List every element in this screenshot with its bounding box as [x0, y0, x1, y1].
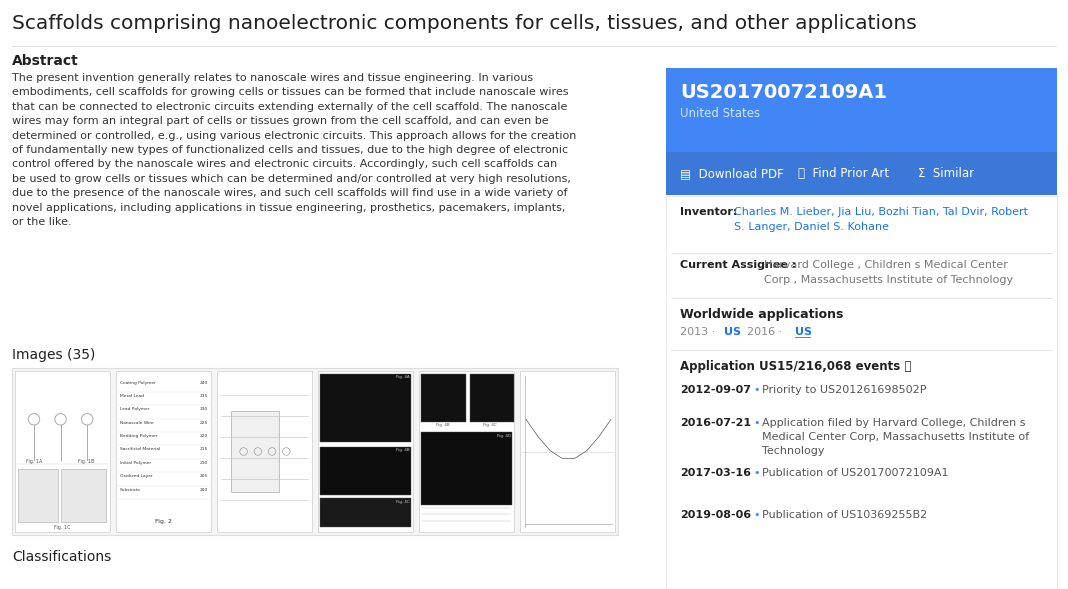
Text: 235: 235	[200, 394, 208, 398]
Text: •: •	[753, 510, 759, 520]
Text: 210: 210	[200, 461, 208, 465]
Text: Fig. 1B: Fig. 1B	[78, 459, 94, 464]
Text: 2017-03-16: 2017-03-16	[680, 468, 751, 478]
Text: Sacrificial Material: Sacrificial Material	[120, 448, 160, 452]
Text: Classifications: Classifications	[12, 550, 111, 564]
Bar	[666, 152, 1057, 195]
Text: Images (35): Images (35)	[12, 348, 95, 362]
Text: 220: 220	[200, 434, 208, 438]
Text: •: •	[753, 418, 759, 428]
Text: United States: United States	[680, 107, 760, 120]
Bar	[419, 371, 514, 532]
Text: Substrate: Substrate	[120, 488, 141, 492]
Text: 2013 ·: 2013 ·	[680, 327, 719, 337]
Text: US20170072109A1: US20170072109A1	[680, 83, 888, 102]
Text: Worldwide applications: Worldwide applications	[680, 308, 844, 321]
Text: 2012-09-07: 2012-09-07	[680, 385, 751, 395]
Text: Metal Lead: Metal Lead	[120, 394, 144, 398]
Text: Fig. 4B: Fig. 4B	[436, 422, 450, 426]
Text: US: US	[795, 327, 812, 337]
Bar	[470, 374, 514, 422]
Text: Publication of US20170072109A1: Publication of US20170072109A1	[761, 468, 948, 478]
Text: Σ  Similar: Σ Similar	[918, 167, 974, 180]
Text: 2019-08-06: 2019-08-06	[680, 510, 751, 520]
Bar	[232, 411, 279, 492]
Text: Fig. 4D: Fig. 4D	[497, 434, 511, 438]
Bar	[15, 371, 110, 532]
Text: Priority to US201261698502P: Priority to US201261698502P	[761, 385, 927, 395]
Text: Oxidized Layer: Oxidized Layer	[120, 474, 153, 478]
Text: Fig. 2: Fig. 2	[155, 519, 172, 524]
Text: US: US	[724, 327, 741, 337]
Text: 2016-07-21: 2016-07-21	[680, 418, 751, 428]
Text: Scaffolds comprising nanoelectronic components for cells, tissues, and other app: Scaffolds comprising nanoelectronic comp…	[12, 14, 916, 33]
Bar	[318, 371, 413, 532]
Text: Harvard College , Children s Medical Center
Corp , Massachusetts Institute of Te: Harvard College , Children s Medical Cen…	[764, 260, 1014, 285]
Bar	[666, 68, 1057, 195]
Text: 2016 ·: 2016 ·	[740, 327, 786, 337]
Text: Nanoscale Wire: Nanoscale Wire	[120, 421, 154, 425]
Bar	[116, 371, 211, 532]
Text: Publication of US10369255B2: Publication of US10369255B2	[761, 510, 927, 520]
Text: Coating Polymer: Coating Polymer	[120, 380, 156, 385]
Text: Fig. 1A: Fig. 1A	[26, 459, 43, 464]
Bar	[12, 368, 618, 535]
Bar	[320, 498, 411, 527]
Bar	[320, 374, 411, 442]
Text: Fig. 4C: Fig. 4C	[484, 422, 497, 426]
Text: 240: 240	[200, 380, 208, 385]
Text: Application US15/216,068 events ⓘ: Application US15/216,068 events ⓘ	[680, 360, 911, 373]
Bar	[18, 469, 58, 522]
Text: •: •	[753, 385, 759, 395]
Text: 200: 200	[200, 488, 208, 492]
Text: Initial Polymer: Initial Polymer	[120, 461, 152, 465]
Bar	[217, 371, 312, 532]
Bar	[421, 432, 512, 505]
Text: Inventor:: Inventor:	[680, 207, 737, 217]
Text: Fig. 1C: Fig. 1C	[54, 525, 70, 530]
Bar	[320, 446, 411, 495]
Bar	[421, 374, 466, 422]
Text: 225: 225	[200, 421, 208, 425]
Text: 🔍  Find Prior Art: 🔍 Find Prior Art	[798, 167, 890, 180]
Text: Lead Polymer: Lead Polymer	[120, 408, 150, 411]
Text: 205: 205	[200, 474, 208, 478]
Bar	[666, 196, 1057, 589]
Text: Fig. 4A: Fig. 4A	[396, 375, 410, 379]
Text: ▤  Download PDF: ▤ Download PDF	[680, 167, 784, 180]
Bar	[520, 371, 615, 532]
Text: The present invention generally relates to nanoscale wires and tissue engineerin: The present invention generally relates …	[12, 73, 577, 227]
Bar	[61, 469, 106, 522]
Text: 215: 215	[200, 448, 208, 452]
Text: Abstract: Abstract	[12, 54, 79, 68]
Text: Current Assignee :: Current Assignee :	[680, 260, 797, 270]
Text: Bedding Polymer: Bedding Polymer	[120, 434, 157, 438]
Text: Fig. 4B: Fig. 4B	[396, 448, 410, 452]
Text: 230: 230	[200, 408, 208, 411]
Text: •: •	[753, 468, 759, 478]
Text: Charles M. Lieber, Jia Liu, Bozhi Tian, Tal Dvir, Robert
S. Langer, Daniel S. Ko: Charles M. Lieber, Jia Liu, Bozhi Tian, …	[734, 207, 1028, 232]
Text: Application filed by Harvard College, Children s
Medical Center Corp, Massachuse: Application filed by Harvard College, Ch…	[761, 418, 1030, 456]
Text: Fig. 4C: Fig. 4C	[396, 500, 410, 504]
